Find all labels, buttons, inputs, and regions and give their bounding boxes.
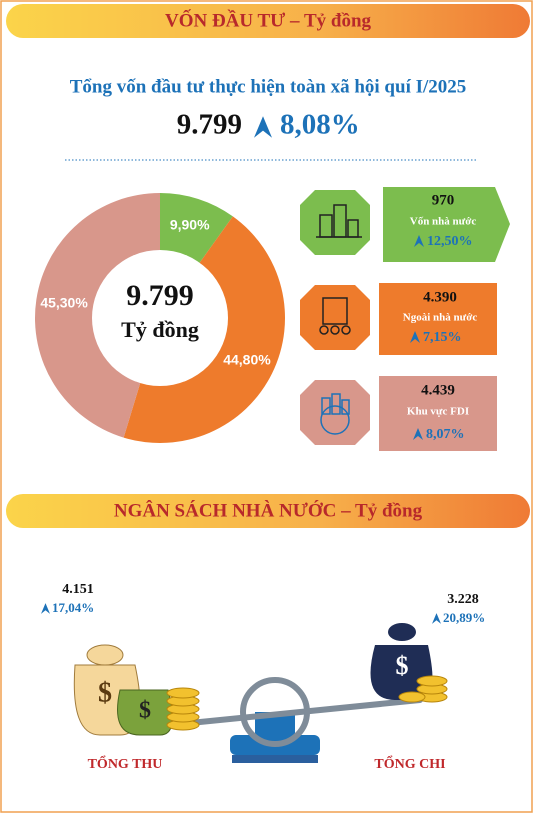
card: 4.439 Khu vực FDI 8,07%: [300, 376, 497, 451]
revenue-label: TỔNG THU: [88, 754, 163, 772]
slice-label: 44,80%: [223, 352, 271, 368]
total: 9.799: [177, 109, 242, 141]
card-growth: 7,15%: [423, 330, 462, 345]
svg-text:$: $: [396, 651, 409, 680]
card-bg: [379, 283, 497, 355]
icon: [319, 297, 351, 335]
header-banner: [6, 4, 530, 38]
scale-illustration: $ $ $: [73, 623, 448, 763]
icon-badge: [300, 190, 370, 255]
up-icon: [254, 116, 272, 138]
svg-text:$: $: [98, 677, 112, 708]
expenditure-value: 3.228: [447, 592, 479, 607]
revenue-value: 4.151: [62, 582, 94, 597]
center-unit: Tỷ đồng: [121, 317, 199, 342]
card-growth: 8,07%: [426, 427, 465, 442]
icon-badge: [300, 380, 370, 445]
icon: [320, 393, 350, 435]
icon: [316, 204, 362, 238]
card-bg: [383, 187, 510, 262]
card-value: 970: [432, 192, 455, 208]
card-label: Vốn nhà nước: [410, 216, 477, 228]
icon-badge: [300, 285, 370, 350]
card: 4.390 Ngoài nhà nước 7,15%: [300, 283, 497, 355]
svg-text:$: $: [139, 698, 151, 724]
card-label: Ngoài nhà nước: [403, 312, 478, 324]
section-header: VỐN ĐẦU TƯ – Tỷ đồng: [165, 9, 372, 31]
card-label: Khu vực FDI: [407, 406, 469, 418]
header-banner: [6, 494, 530, 528]
revenue-growth: 17,04%: [52, 600, 94, 615]
card: 970 Vốn nhà nước 12,50%: [300, 187, 510, 262]
card-value: 4.390: [423, 289, 457, 305]
center-value: 9.799: [126, 279, 194, 312]
card-bg: [379, 376, 497, 451]
card-value: 4.439: [421, 382, 455, 398]
donut-hole: [92, 250, 228, 386]
card-growth: 12,50%: [427, 234, 473, 249]
slice-label: 45,30%: [40, 294, 88, 310]
up-icon: [432, 613, 441, 624]
slice-label: 9,90%: [170, 216, 210, 232]
expenditure-growth: 20,89%: [443, 610, 485, 625]
subtitle: Tổng vốn đầu tư thực hiện toàn xã hội qu…: [70, 76, 467, 97]
total-growth: 8,08%: [280, 109, 360, 141]
section-header: NGÂN SÁCH NHÀ NƯỚC – Tỷ đồng: [114, 499, 423, 521]
up-icon: [41, 603, 50, 614]
expenditure-label: TỔNG CHI: [374, 754, 445, 772]
